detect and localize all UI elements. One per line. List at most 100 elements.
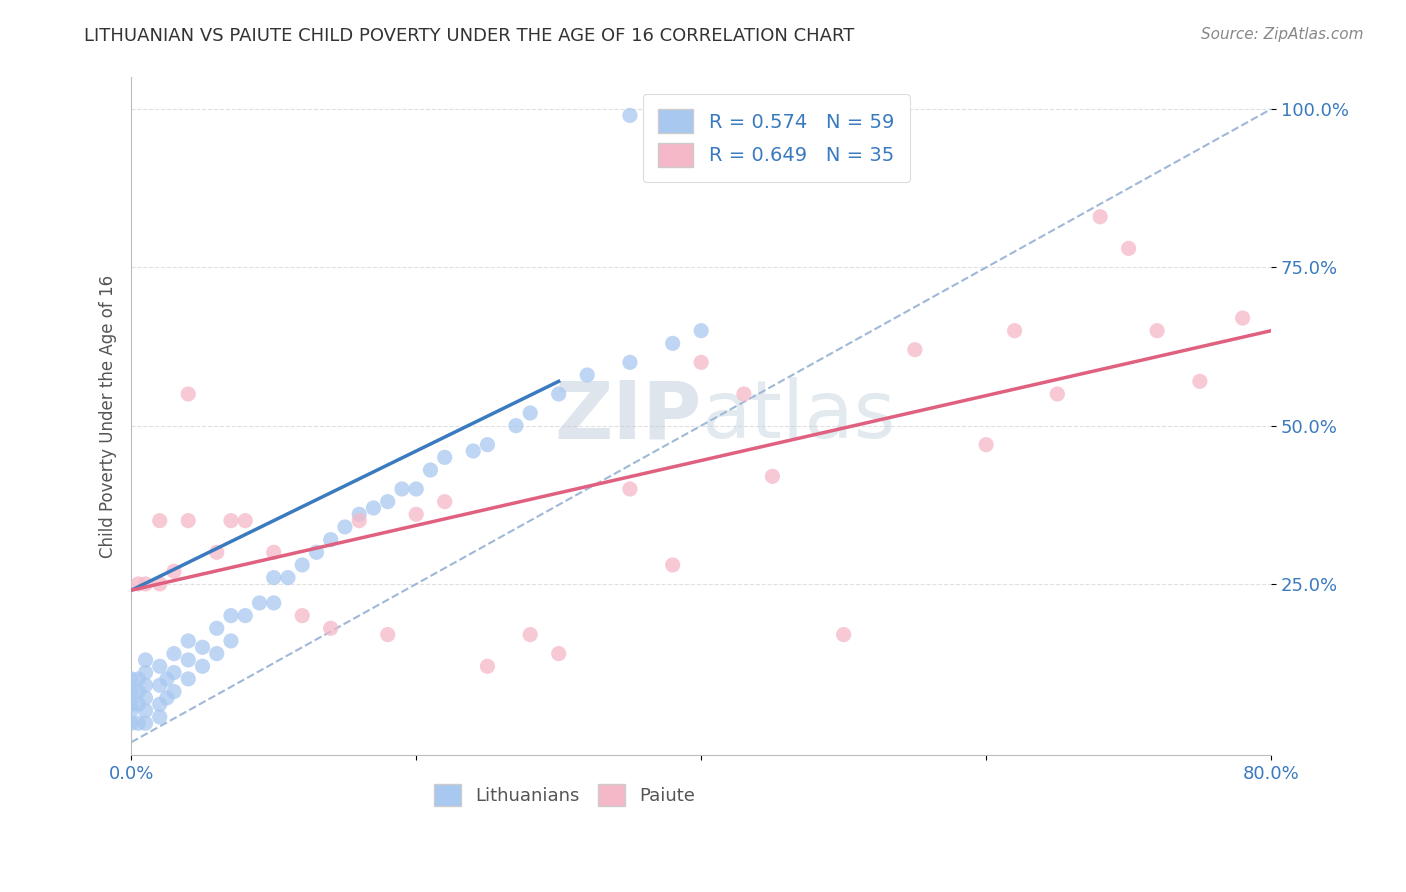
Point (974, 438, 997, 452)
Point (419, 463, 441, 477)
Point (127, 684, 149, 698)
Point (149, 659, 172, 673)
Point (191, 659, 214, 673)
Point (761, 469, 783, 483)
Text: LITHUANIAN VS PAIUTE CHILD POVERTY UNDER THE AGE OF 16 CORRELATION CHART: LITHUANIAN VS PAIUTE CHILD POVERTY UNDER… (84, 27, 855, 45)
Point (134, 704, 156, 718)
Point (1118, 241, 1140, 255)
Point (263, 596, 285, 610)
Point (177, 672, 200, 686)
Point (263, 571, 285, 585)
Point (832, 627, 855, 641)
Point (120, 684, 142, 698)
Point (177, 514, 200, 528)
Point (177, 653, 200, 667)
Text: atlas: atlas (702, 377, 896, 455)
Point (120, 672, 142, 686)
Point (363, 500, 385, 515)
Point (233, 514, 256, 528)
Point (219, 634, 242, 648)
Point (219, 608, 242, 623)
Point (547, 647, 569, 661)
Point (904, 343, 927, 357)
Point (305, 545, 328, 559)
Point (291, 608, 314, 623)
Point (477, 659, 499, 673)
Point (619, 108, 641, 122)
Point (547, 387, 569, 401)
Point (347, 508, 370, 522)
Point (163, 647, 186, 661)
Point (690, 355, 713, 369)
Point (205, 545, 228, 559)
Point (120, 704, 142, 718)
Point (1188, 375, 1211, 389)
Legend: Lithuanians, Paiute: Lithuanians, Paiute (426, 777, 702, 814)
Text: Source: ZipAtlas.com: Source: ZipAtlas.com (1201, 27, 1364, 42)
Point (134, 653, 156, 667)
Point (433, 450, 456, 465)
Point (319, 621, 342, 635)
Point (433, 494, 456, 508)
Point (505, 418, 527, 433)
Point (134, 716, 156, 731)
Point (149, 710, 172, 724)
Point (463, 444, 485, 458)
Point (219, 514, 242, 528)
Point (120, 698, 142, 712)
Point (149, 678, 172, 692)
Point (263, 545, 285, 559)
Point (163, 684, 186, 698)
Point (477, 438, 499, 452)
Point (127, 698, 149, 712)
Point (1046, 387, 1069, 401)
Point (149, 514, 172, 528)
Point (377, 494, 399, 508)
Point (1088, 210, 1111, 224)
Point (377, 627, 399, 641)
Point (347, 514, 370, 528)
Point (120, 716, 142, 731)
Point (519, 406, 541, 420)
Point (127, 577, 149, 591)
Point (127, 716, 149, 731)
Y-axis label: Child Poverty Under the Age of 16: Child Poverty Under the Age of 16 (100, 275, 117, 558)
Point (156, 690, 179, 705)
Point (661, 336, 683, 351)
Point (661, 558, 683, 572)
Point (127, 672, 149, 686)
Point (519, 627, 541, 641)
Point (405, 482, 427, 496)
Point (149, 698, 172, 712)
Point (277, 571, 299, 585)
Point (1146, 324, 1168, 338)
Point (134, 690, 156, 705)
Point (405, 508, 427, 522)
Point (249, 596, 271, 610)
Point (163, 665, 186, 680)
Point (1232, 311, 1254, 326)
Point (205, 647, 228, 661)
Point (291, 558, 314, 572)
Point (156, 672, 179, 686)
Point (149, 577, 172, 591)
Point (733, 387, 755, 401)
Text: ZIP: ZIP (554, 377, 702, 455)
Point (619, 355, 641, 369)
Point (205, 621, 228, 635)
Point (134, 665, 156, 680)
Point (576, 368, 599, 382)
Point (177, 634, 200, 648)
Point (233, 608, 256, 623)
Point (333, 520, 356, 534)
Point (177, 387, 200, 401)
Point (134, 577, 156, 591)
Point (1004, 324, 1026, 338)
Point (391, 482, 413, 496)
Point (163, 564, 186, 578)
Point (134, 678, 156, 692)
Point (191, 640, 214, 655)
Point (319, 533, 342, 547)
Point (690, 324, 713, 338)
Point (619, 482, 641, 496)
